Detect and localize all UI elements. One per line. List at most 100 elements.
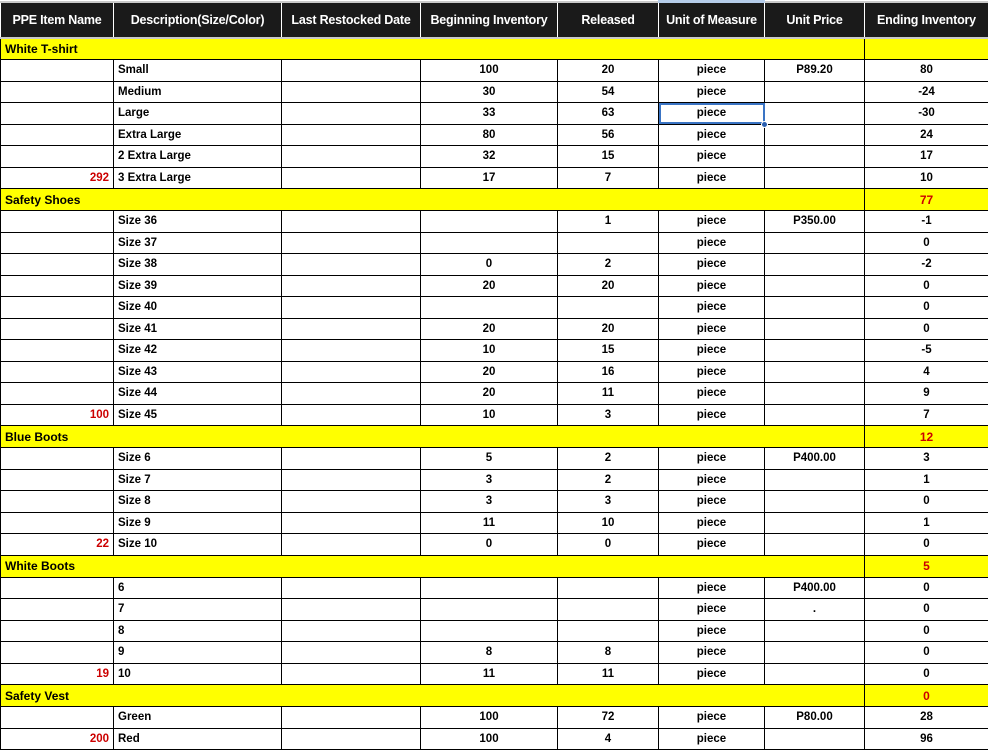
cell-item_name[interactable]: 19: [1, 663, 114, 685]
cell-item_name[interactable]: [1, 448, 114, 470]
cell-ending[interactable]: 0: [865, 599, 988, 621]
cell-uom[interactable]: piece: [659, 404, 765, 426]
cell-beginning[interactable]: 3: [421, 491, 558, 513]
cell-description[interactable]: 8: [114, 620, 282, 642]
cell-restocked[interactable]: [282, 491, 421, 513]
cell-beginning[interactable]: 80: [421, 124, 558, 146]
cell-item_name[interactable]: [1, 577, 114, 599]
cell-ending[interactable]: -2: [865, 254, 988, 276]
cell-ending[interactable]: 3: [865, 448, 988, 470]
cell-item_name[interactable]: [1, 340, 114, 362]
cell-uom[interactable]: piece: [659, 167, 765, 189]
group-header-row[interactable]: White T-shirt: [1, 38, 988, 60]
cell-restocked[interactable]: [282, 707, 421, 729]
cell-beginning[interactable]: 20: [421, 383, 558, 405]
cell-ending[interactable]: 1: [865, 469, 988, 491]
cell-item_name[interactable]: [1, 232, 114, 254]
cell-uom[interactable]: piece: [659, 211, 765, 233]
cell-item_name[interactable]: [1, 275, 114, 297]
cell-beginning[interactable]: [421, 620, 558, 642]
cell-description[interactable]: 7: [114, 599, 282, 621]
cell-ending[interactable]: 80: [865, 60, 988, 82]
cell-released[interactable]: [558, 232, 659, 254]
cell-description[interactable]: Size 43: [114, 361, 282, 383]
cell-beginning[interactable]: [421, 577, 558, 599]
cell-uom[interactable]: piece: [659, 146, 765, 168]
cell-unit_price[interactable]: P400.00: [765, 577, 865, 599]
cell-beginning[interactable]: 10: [421, 404, 558, 426]
cell-ending[interactable]: 9: [865, 383, 988, 405]
cell-restocked[interactable]: [282, 361, 421, 383]
cell-uom[interactable]: piece: [659, 512, 765, 534]
cell-ending[interactable]: 0: [865, 491, 988, 513]
cell-item_name[interactable]: [1, 512, 114, 534]
cell-restocked[interactable]: [282, 275, 421, 297]
cell-beginning[interactable]: 0: [421, 254, 558, 276]
cell-ending[interactable]: 0: [865, 318, 988, 340]
group-name[interactable]: Blue Boots: [1, 426, 865, 448]
cell-uom[interactable]: piece: [659, 469, 765, 491]
cell-ending[interactable]: 24: [865, 124, 988, 146]
cell-description[interactable]: Size 36: [114, 211, 282, 233]
cell-restocked[interactable]: [282, 340, 421, 362]
cell-released[interactable]: 3: [558, 404, 659, 426]
cell-uom[interactable]: piece: [659, 642, 765, 664]
cell-description[interactable]: 3 Extra Large: [114, 167, 282, 189]
cell-released[interactable]: 0: [558, 534, 659, 556]
cell-ending[interactable]: 0: [865, 620, 988, 642]
cell-item_name[interactable]: 100: [1, 404, 114, 426]
cell-released[interactable]: 10: [558, 512, 659, 534]
cell-unit_price[interactable]: [765, 663, 865, 685]
cell-ending[interactable]: 0: [865, 534, 988, 556]
cell-restocked[interactable]: [282, 318, 421, 340]
cell-item_name[interactable]: [1, 599, 114, 621]
cell-item_name[interactable]: [1, 361, 114, 383]
table-row[interactable]: 8 piece 0: [1, 620, 988, 642]
cell-unit_price[interactable]: [765, 318, 865, 340]
cell-released[interactable]: 20: [558, 275, 659, 297]
cell-item_name[interactable]: [1, 124, 114, 146]
cell-restocked[interactable]: [282, 232, 421, 254]
cell-description[interactable]: Red: [114, 728, 282, 750]
cell-uom[interactable]: piece: [659, 361, 765, 383]
cell-released[interactable]: 3: [558, 491, 659, 513]
cell-restocked[interactable]: [282, 211, 421, 233]
cell-beginning[interactable]: 17: [421, 167, 558, 189]
cell-description[interactable]: 9: [114, 642, 282, 664]
cell-description[interactable]: Size 42: [114, 340, 282, 362]
cell-unit_price[interactable]: [765, 491, 865, 513]
cell-ending[interactable]: 0: [865, 642, 988, 664]
cell-restocked[interactable]: [282, 620, 421, 642]
cell-ending[interactable]: 1: [865, 512, 988, 534]
cell-description[interactable]: Size 9: [114, 512, 282, 534]
cell-uom[interactable]: piece: [659, 534, 765, 556]
cell-uom[interactable]: piece: [659, 620, 765, 642]
cell-item_name[interactable]: [1, 620, 114, 642]
cell-released[interactable]: 8: [558, 642, 659, 664]
cell-ending[interactable]: 0: [865, 577, 988, 599]
cell-restocked[interactable]: [282, 297, 421, 319]
cell-beginning[interactable]: 100: [421, 60, 558, 82]
cell-released[interactable]: 54: [558, 81, 659, 103]
cell-unit_price[interactable]: [765, 146, 865, 168]
cell-unit_price[interactable]: [765, 103, 865, 125]
cell-unit_price[interactable]: .: [765, 599, 865, 621]
group-ending-total[interactable]: 77: [865, 189, 988, 211]
cell-released[interactable]: 11: [558, 663, 659, 685]
cell-released[interactable]: [558, 599, 659, 621]
cell-unit_price[interactable]: [765, 383, 865, 405]
cell-unit_price[interactable]: [765, 254, 865, 276]
cell-item_name[interactable]: [1, 642, 114, 664]
column-header-ending[interactable]: Ending Inventory: [865, 2, 988, 38]
group-name[interactable]: White T-shirt: [1, 38, 865, 60]
cell-released[interactable]: 7: [558, 167, 659, 189]
cell-released[interactable]: 2: [558, 469, 659, 491]
